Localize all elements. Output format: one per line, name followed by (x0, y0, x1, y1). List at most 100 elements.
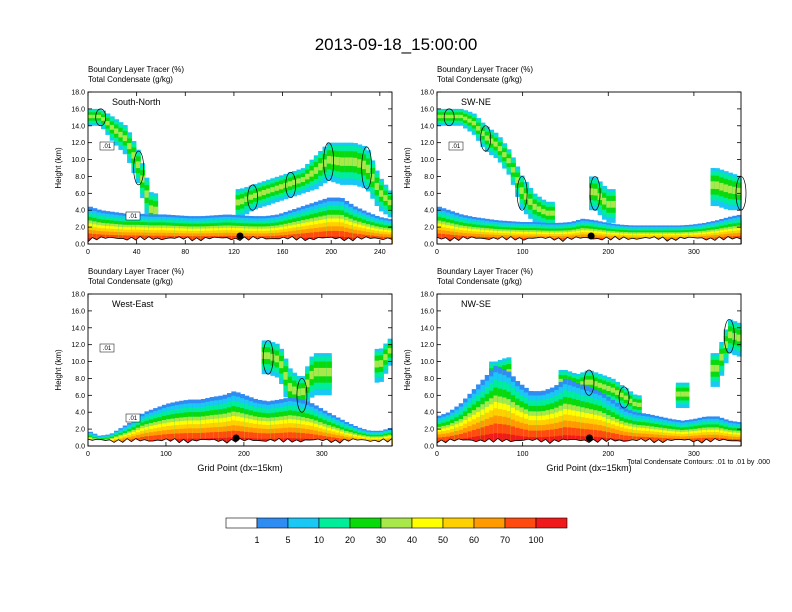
y-tick-label: 14.0 (420, 123, 434, 130)
cloud-cell (144, 190, 150, 198)
y-tick-label: 0.0 (75, 242, 85, 249)
cloud-cell (584, 379, 590, 385)
cloud-cell (296, 178, 302, 184)
y-tick-label: 4.0 (75, 410, 85, 417)
cloud-cell (335, 157, 341, 166)
cloud-cell (309, 170, 315, 177)
x-tick-label: 160 (277, 249, 289, 256)
cloud-cell (610, 387, 616, 393)
cloud-cell (283, 372, 289, 380)
cloud-cell (602, 384, 607, 390)
y-tick-label: 2.0 (424, 225, 434, 232)
x-tick-label: 80 (181, 249, 189, 256)
cloud-cell (593, 381, 599, 387)
cloud-cell (441, 114, 447, 119)
y-tick-label: 4.0 (424, 208, 434, 215)
cloud-cell (450, 114, 455, 119)
contour-label: .01 (103, 346, 112, 352)
cloud-cell (270, 187, 276, 193)
cloud-cell (732, 333, 738, 340)
cloud-cell (515, 177, 521, 184)
cloud-cell (296, 388, 302, 396)
colorbar-swatch (287, 517, 320, 529)
cloud-cell (148, 205, 154, 213)
condensate-contour (443, 108, 455, 127)
panel-nw-se: 0.0 2.0 4.0 6.0 8.0 10.0 12.0 14.0 16.0 18.0 0 100 2… (403, 267, 742, 473)
y-tick-label: 0.0 (424, 242, 434, 249)
x-axis-label: Grid Point (dx=15km) (197, 463, 282, 473)
cloud-cell (274, 185, 280, 191)
y-tick-label: 18.0 (71, 90, 85, 97)
cloud-cell (261, 190, 267, 196)
cloud-cell (541, 208, 547, 215)
cloud-cell (365, 164, 371, 173)
y-tick-label: 10.0 (420, 359, 434, 366)
cloud-cell (101, 117, 106, 121)
y-axis-label: Height (km) (403, 147, 412, 189)
panel-direction-label: West-East (112, 299, 154, 309)
cloud-cell (684, 391, 690, 397)
contour-label: .01 (452, 144, 461, 150)
x-tick-label: 100 (160, 451, 172, 458)
cloud-cell (528, 198, 534, 205)
y-tick-label: 14.0 (71, 325, 85, 332)
panel-title-line2: Total Condensate (g/kg) (437, 75, 522, 84)
y-tick-label: 10.0 (71, 157, 85, 164)
y-tick-label: 2.0 (75, 427, 85, 434)
contour-label: .01 (129, 214, 138, 220)
location-marker (232, 434, 240, 442)
cloud-cell (322, 367, 328, 377)
condensate-contour (262, 340, 274, 375)
panel-direction-label: South-North (112, 97, 161, 107)
cloud-cell (378, 190, 384, 197)
plot-frame (436, 91, 742, 245)
contour-footnote: Total Condensate Contours: .01 to .01 by… (627, 459, 770, 466)
cloud-cell (131, 152, 137, 159)
cloud-cell (374, 182, 380, 191)
cloud-cell (484, 135, 490, 141)
cloud-cell (292, 179, 298, 185)
cloud-cell (506, 158, 512, 164)
x-tick-label: 40 (133, 249, 141, 256)
cloud-cell (348, 157, 354, 166)
y-tick-label: 18.0 (420, 90, 434, 97)
cloud-cell (257, 191, 263, 197)
bl-cell (489, 433, 495, 446)
cloud-cell (122, 135, 128, 142)
colorbar-swatch (535, 517, 568, 529)
cloud-cell (240, 198, 245, 205)
cloud-cell (374, 360, 380, 368)
cloud-cell (105, 120, 111, 126)
contour-label: .01 (103, 144, 112, 150)
location-marker (236, 232, 244, 240)
cloud-cell (135, 161, 141, 169)
cloud-cell (623, 395, 629, 400)
bl-cell (510, 434, 516, 446)
panel-title-line1: Boundary Layer Tracer (%) (437, 65, 533, 74)
cloud-cell (589, 188, 594, 196)
colorbar-swatch (349, 517, 382, 529)
y-axis-label: Height (km) (403, 349, 412, 391)
x-tick-label: 300 (688, 451, 700, 458)
y-axis-label: Height (km) (54, 349, 63, 391)
colorbar-swatch (411, 517, 444, 529)
x-tick-label: 120 (228, 249, 240, 256)
cloud-cell (244, 196, 250, 202)
cloud-cell (558, 378, 564, 384)
cloud-cell (610, 200, 616, 208)
y-tick-label: 4.0 (424, 410, 434, 417)
figure-title: 2013-09-18_15:00:00 (315, 35, 478, 54)
x-tick-label: 0 (86, 451, 90, 458)
cloud-cell (454, 114, 460, 119)
condensate-contour (323, 142, 335, 182)
cloud-cell (497, 146, 503, 152)
cloud-cell (714, 181, 720, 190)
colorbar-label: 60 (469, 535, 479, 545)
cloud-cell (727, 185, 733, 194)
cloud-cell (606, 200, 612, 208)
cloud-cell (606, 385, 612, 391)
cloud-cell (357, 159, 363, 168)
x-tick-label: 300 (688, 249, 700, 256)
cloud-cell (387, 199, 393, 206)
cloud-cell (235, 199, 241, 206)
